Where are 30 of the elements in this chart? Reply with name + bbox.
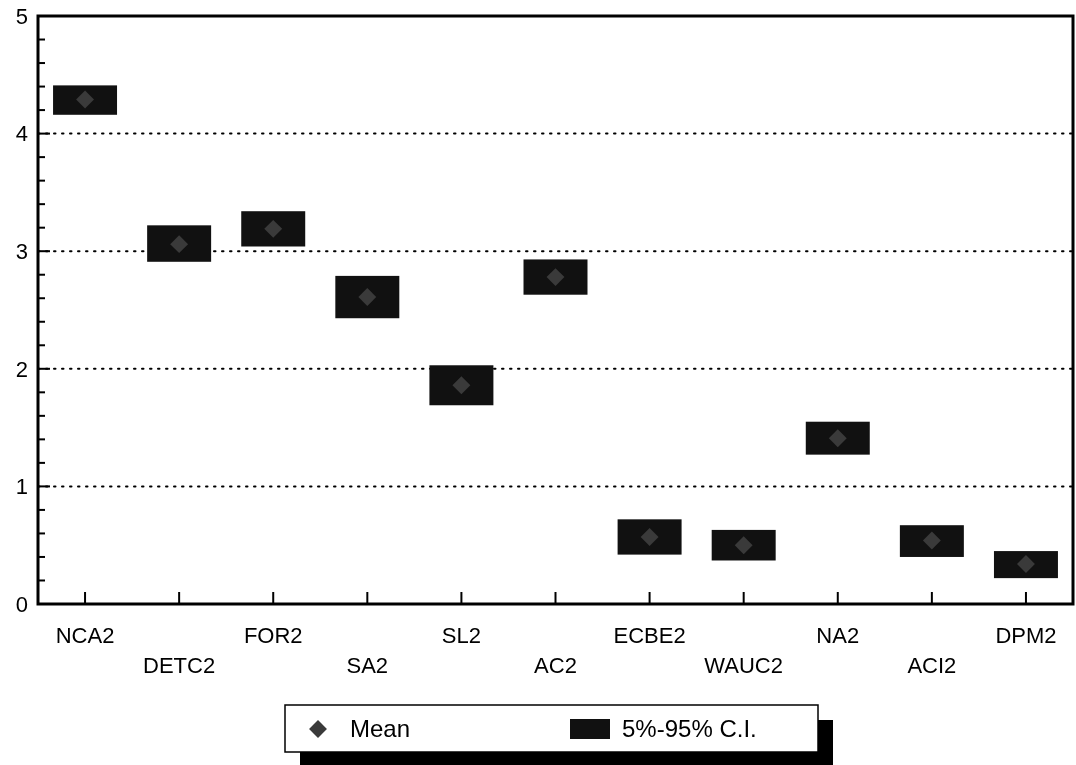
bar xyxy=(335,275,400,319)
x-tick-label: NA2 xyxy=(816,623,860,648)
bar xyxy=(53,85,118,115)
x-tick-label: AC2 xyxy=(534,653,577,678)
legend-label: 5%-95% C.I. xyxy=(622,715,757,743)
bar xyxy=(241,211,306,247)
y-tick-label: 0 xyxy=(15,591,28,617)
x-tick-label: ACI2 xyxy=(907,653,957,678)
x-tick-label: WAUC2 xyxy=(704,653,783,678)
bar xyxy=(429,365,494,406)
legend-label: Mean xyxy=(350,715,411,743)
x-tick-label: SL2 xyxy=(441,623,481,648)
x-tick-label: DETC2 xyxy=(143,653,216,678)
bar xyxy=(899,525,964,557)
bar xyxy=(711,529,776,561)
y-tick-label: 1 xyxy=(15,474,28,500)
x-tick-label: DPM2 xyxy=(995,623,1057,648)
bar xyxy=(993,551,1058,579)
y-tick-label: 4 xyxy=(15,121,28,147)
bar xyxy=(617,519,682,555)
bar xyxy=(805,421,870,455)
bar xyxy=(147,225,212,262)
bar xyxy=(523,259,588,295)
y-tick-label: 5 xyxy=(15,3,28,29)
x-tick-label: SA2 xyxy=(346,653,389,678)
x-tick-label: NCA2 xyxy=(55,623,115,648)
y-tick-label: 3 xyxy=(15,238,28,264)
y-tick-label: 2 xyxy=(15,356,28,382)
x-tick-label: ECBE2 xyxy=(613,623,686,648)
x-tick-label: FOR2 xyxy=(243,623,303,648)
